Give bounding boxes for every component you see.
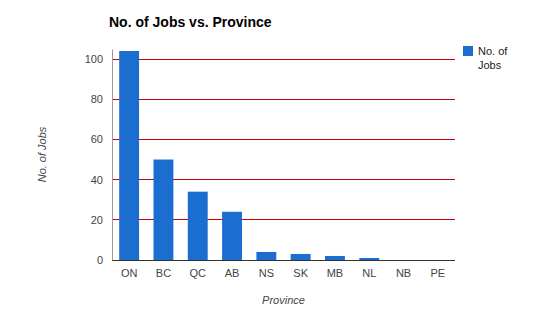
x-axis: ON BC QC AB NS SK MB NL NB PE bbox=[121, 267, 445, 279]
y-tick: 60 bbox=[91, 133, 112, 145]
x-tick: ON bbox=[121, 267, 138, 279]
bar bbox=[256, 252, 276, 260]
x-tick: SK bbox=[293, 267, 308, 279]
grid-line bbox=[112, 139, 455, 140]
legend-swatch bbox=[463, 46, 473, 56]
bar bbox=[325, 256, 345, 260]
x-tick-label: NB bbox=[396, 267, 411, 279]
legend-label-line: Jobs bbox=[478, 59, 502, 71]
bar bbox=[119, 51, 139, 260]
grid-line bbox=[112, 59, 455, 60]
y-axis: 0 20 40 60 80 100 bbox=[85, 50, 113, 267]
x-tick: NB bbox=[396, 267, 411, 279]
bar bbox=[359, 258, 379, 260]
bar bbox=[291, 254, 311, 260]
y-tick: 0 bbox=[97, 254, 112, 266]
legend: No. of Jobs bbox=[463, 45, 508, 71]
bar bbox=[394, 260, 414, 261]
bar bbox=[154, 160, 174, 260]
bars bbox=[119, 51, 379, 260]
x-tick-label: NL bbox=[362, 267, 376, 279]
x-tick: NL bbox=[362, 267, 376, 279]
x-tick-label: ON bbox=[121, 267, 138, 279]
x-tick-label: NS bbox=[259, 267, 274, 279]
y-tick-label: 100 bbox=[85, 53, 103, 65]
x-tick: PE bbox=[431, 267, 446, 279]
legend-label-line: No. of bbox=[478, 45, 508, 57]
y-axis-line bbox=[112, 50, 113, 261]
x-tick-label: QC bbox=[190, 267, 207, 279]
y-tick: 80 bbox=[91, 93, 112, 105]
plot-area: 0 20 40 60 80 100 ON BC QC AB NS SK MB NL NB PE bbox=[85, 50, 455, 279]
x-tick-label: SK bbox=[293, 267, 308, 279]
x-tick: BC bbox=[156, 267, 171, 279]
x-tick-label: BC bbox=[156, 267, 171, 279]
x-tick-label: AB bbox=[225, 267, 240, 279]
y-tick-label: 20 bbox=[91, 214, 103, 226]
x-tick: MB bbox=[327, 267, 344, 279]
y-axis-title: No. of Jobs bbox=[36, 126, 48, 182]
x-tick-label: MB bbox=[327, 267, 344, 279]
y-tick-label: 80 bbox=[91, 93, 103, 105]
bar bbox=[222, 212, 242, 260]
chart-svg: 0 20 40 60 80 100 ON BC QC AB NS SK MB NL NB PE No. of J… bbox=[0, 0, 556, 329]
y-tick: 20 bbox=[91, 214, 112, 226]
title: No. of Jobs vs. Province bbox=[109, 14, 272, 30]
grid-line bbox=[112, 99, 455, 100]
y-tick-label: 60 bbox=[91, 133, 103, 145]
bar bbox=[428, 260, 448, 261]
x-tick-label: PE bbox=[431, 267, 446, 279]
x-tick: AB bbox=[225, 267, 240, 279]
y-tick: 100 bbox=[85, 53, 112, 65]
y-tick-label: 0 bbox=[97, 254, 103, 266]
grid bbox=[112, 59, 455, 260]
bar bbox=[188, 192, 208, 260]
legend-label: No. of Jobs bbox=[478, 45, 508, 71]
x-tick: QC bbox=[190, 267, 207, 279]
x-axis-title: Province bbox=[262, 294, 305, 306]
y-tick: 40 bbox=[91, 174, 112, 186]
x-tick: NS bbox=[259, 267, 274, 279]
y-tick-label: 40 bbox=[91, 174, 103, 186]
